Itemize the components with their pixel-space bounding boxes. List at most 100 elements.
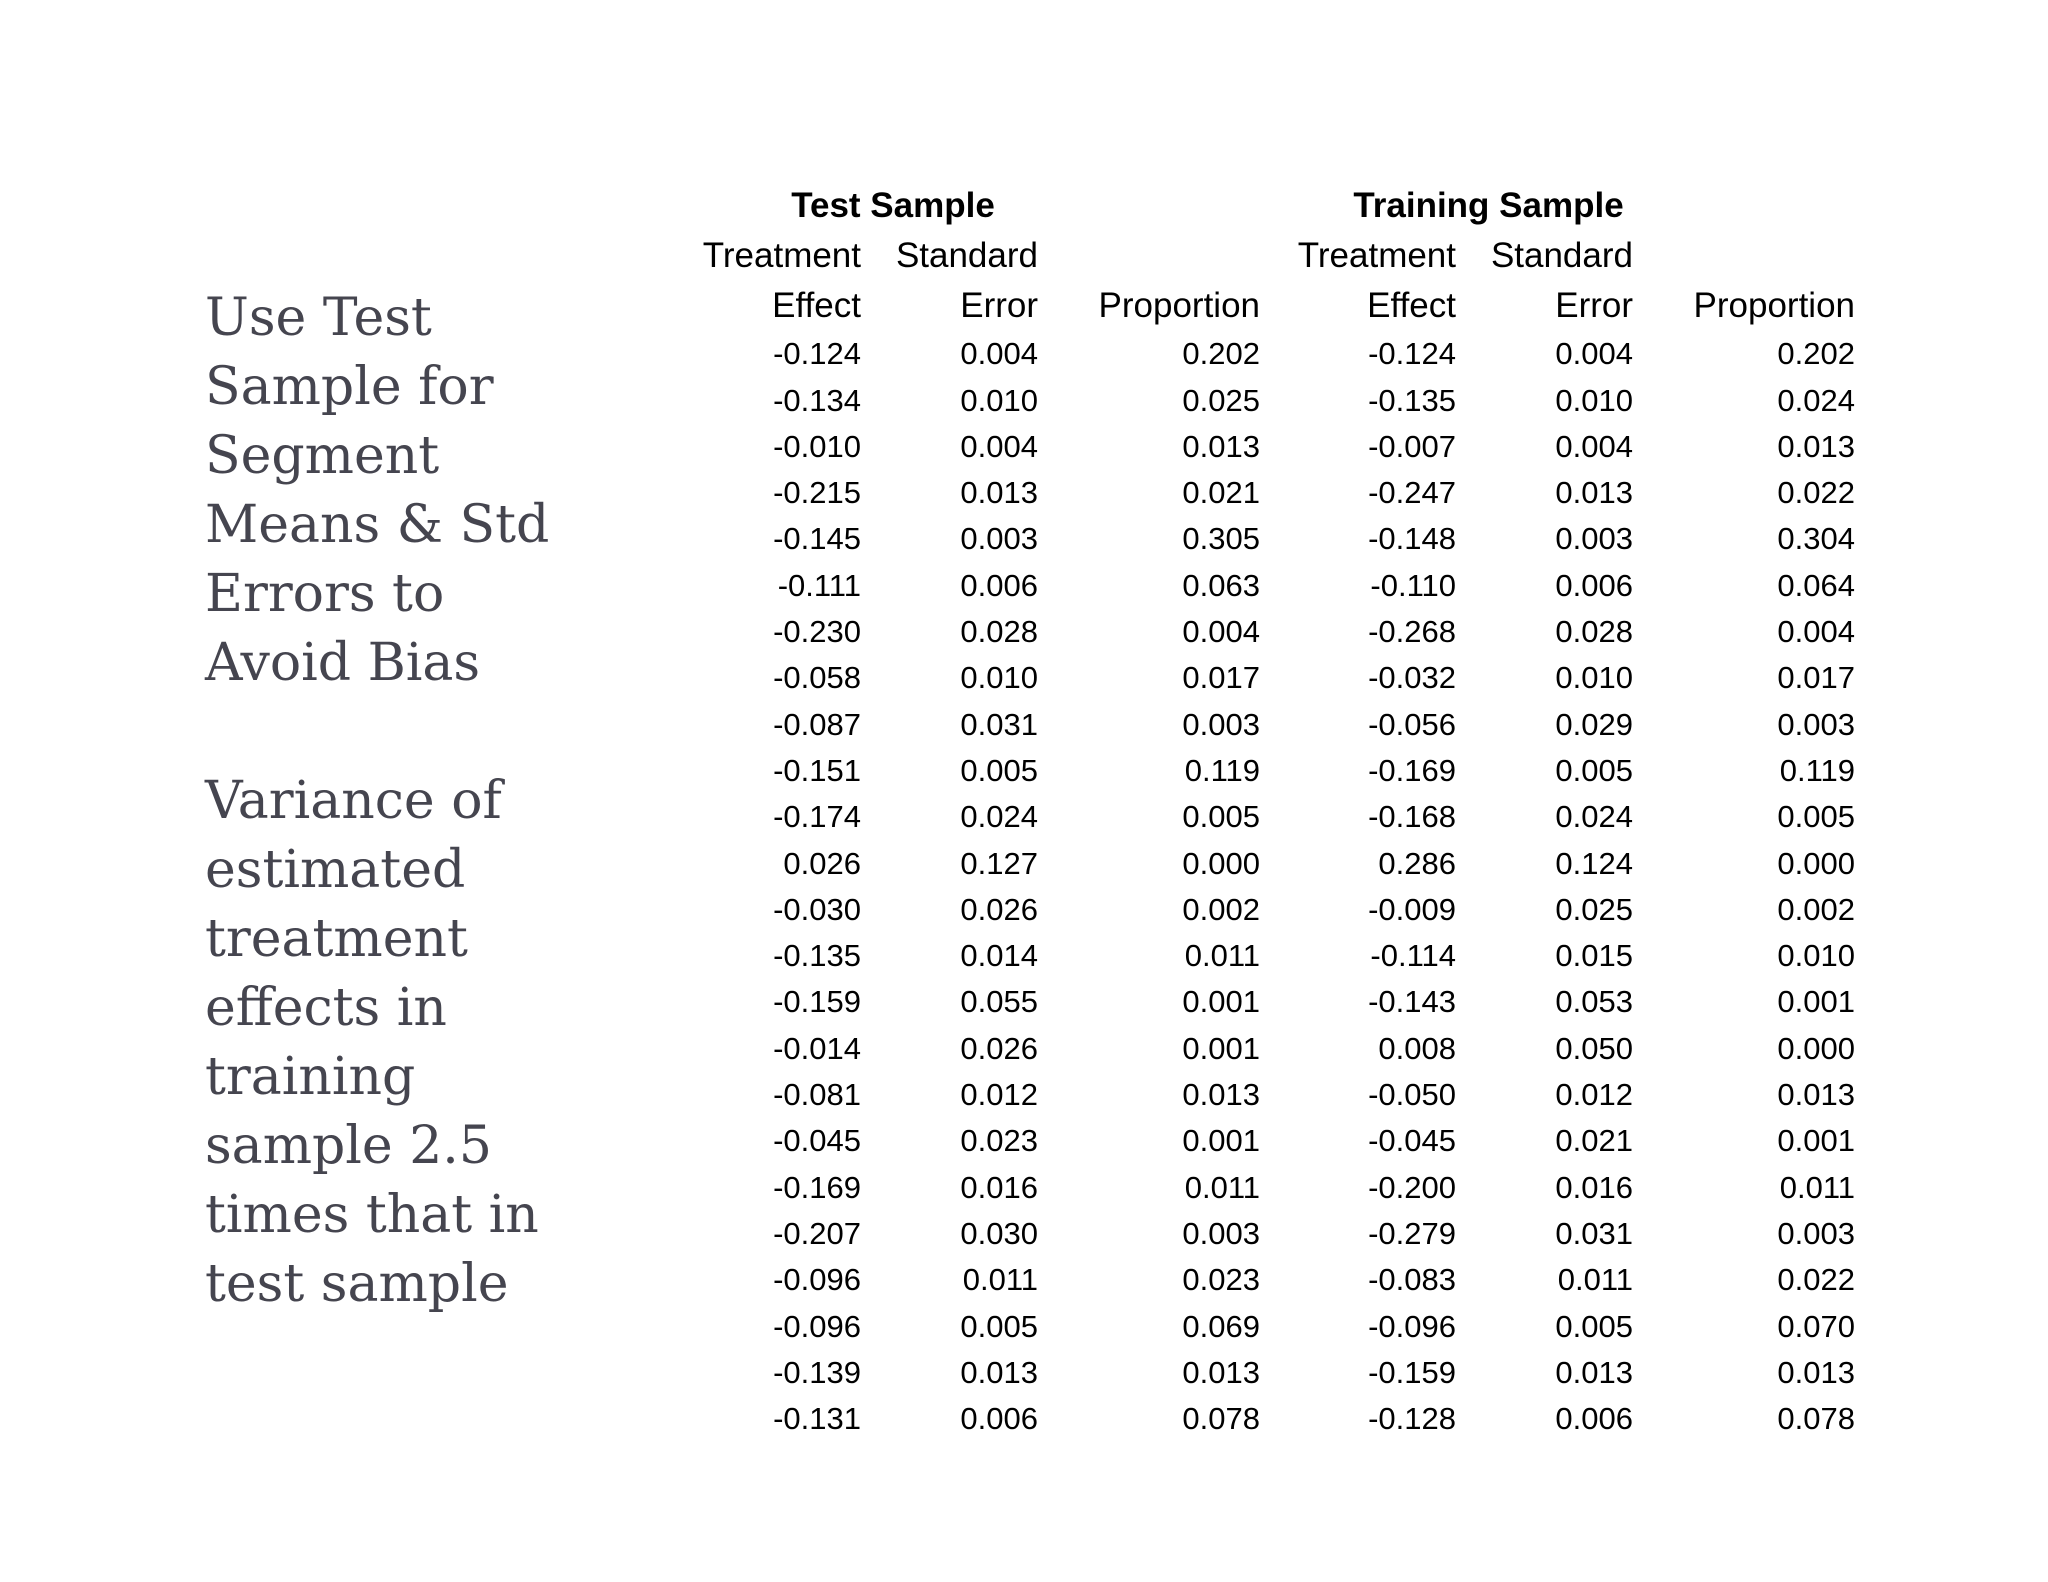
column-header-row-2: Effect Error Proportion Effect Error Pro… xyxy=(670,276,1861,326)
table-cell: 0.005 xyxy=(1182,799,1260,835)
training-sample-heading: Training Sample xyxy=(1353,186,1624,225)
table-cell: 0.003 xyxy=(1777,1215,1855,1251)
table-body: -0.124 0.004 0.202 -0.124 0.004 0.202 -0.134 0.… xyxy=(670,326,1861,1437)
table-row: -0.174 0.024 0.005 -0.168 0.024 0.005 xyxy=(670,789,1861,835)
table-cell: -0.045 xyxy=(773,1123,861,1159)
column-header xyxy=(1044,226,1266,276)
column-header: Proportion xyxy=(1693,286,1855,325)
results-table: Test Sample Training Sample Treatment St… xyxy=(670,172,1861,1437)
table-cell: 0.003 xyxy=(960,521,1038,557)
table-cell: 0.286 xyxy=(1378,845,1456,881)
table-cell: -0.014 xyxy=(773,1030,861,1066)
table-cell: 0.127 xyxy=(960,845,1038,881)
table-cell: 0.010 xyxy=(960,382,1038,418)
table-row: -0.081 0.012 0.013 -0.050 0.012 0.013 xyxy=(670,1067,1861,1113)
table-cell: 0.022 xyxy=(1777,475,1855,511)
table-cell: 0.012 xyxy=(960,1077,1038,1113)
column-header: Effect xyxy=(772,286,861,325)
table-row: -0.151 0.005 0.119 -0.169 0.005 0.119 xyxy=(670,743,1861,789)
table-cell: 0.013 xyxy=(1777,428,1855,464)
table-cell: -0.200 xyxy=(1368,1169,1456,1205)
table-cell: 0.070 xyxy=(1777,1308,1855,1344)
table-cell: 0.013 xyxy=(1555,1354,1633,1390)
table-cell: -0.134 xyxy=(773,382,861,418)
table-row: -0.215 0.013 0.021 -0.247 0.013 0.022 xyxy=(670,465,1861,511)
table-cell: 0.026 xyxy=(960,891,1038,927)
table-cell: -0.058 xyxy=(773,660,861,696)
table-row: -0.207 0.030 0.003 -0.279 0.031 0.003 xyxy=(670,1206,1861,1252)
table-cell: 0.006 xyxy=(960,567,1038,603)
table-row: -0.169 0.016 0.011 -0.200 0.016 0.011 xyxy=(670,1159,1861,1205)
table-row: -0.139 0.013 0.013 -0.159 0.013 0.013 xyxy=(670,1345,1861,1391)
table-cell: 0.005 xyxy=(1777,799,1855,835)
column-header: Proportion xyxy=(1098,286,1260,325)
column-header xyxy=(1639,226,1861,276)
table-row: 0.026 0.127 0.000 0.286 0.124 0.000 xyxy=(670,835,1861,881)
table-cell: 0.078 xyxy=(1182,1401,1260,1437)
table-cell: -0.081 xyxy=(773,1077,861,1113)
table-cell: 0.003 xyxy=(1777,706,1855,742)
table-cell: 0.024 xyxy=(1777,382,1855,418)
table-cell: -0.207 xyxy=(773,1215,861,1251)
table-cell: -0.168 xyxy=(1368,799,1456,835)
table-cell: 0.004 xyxy=(1555,336,1633,372)
table-cell: -0.045 xyxy=(1368,1123,1456,1159)
column-header: Treatment xyxy=(1297,236,1456,275)
table-row: -0.096 0.011 0.023 -0.083 0.011 0.022 xyxy=(670,1252,1861,1298)
table-row: -0.045 0.023 0.001 -0.045 0.021 0.001 xyxy=(670,1113,1861,1159)
table-cell: -0.030 xyxy=(773,891,861,927)
table-cell: -0.279 xyxy=(1368,1215,1456,1251)
table-cell: -0.247 xyxy=(1368,475,1456,511)
table-cell: -0.230 xyxy=(773,614,861,650)
table-row: -0.058 0.010 0.017 -0.032 0.010 0.017 xyxy=(670,650,1861,696)
table-cell: -0.010 xyxy=(773,428,861,464)
table-cell: 0.010 xyxy=(1555,382,1633,418)
table-cell: 0.026 xyxy=(783,845,861,881)
table-cell: 0.004 xyxy=(1777,614,1855,650)
table-row: -0.010 0.004 0.013 -0.007 0.004 0.013 xyxy=(670,419,1861,465)
table-row: -0.135 0.014 0.011 -0.114 0.015 0.010 xyxy=(670,928,1861,974)
table-cell: -0.131 xyxy=(773,1401,861,1437)
table-cell: 0.202 xyxy=(1182,336,1260,372)
table-cell: 0.012 xyxy=(1555,1077,1633,1113)
table-row: -0.230 0.028 0.004 -0.268 0.028 0.004 xyxy=(670,604,1861,650)
table-cell: -0.096 xyxy=(773,1308,861,1344)
table-cell: 0.001 xyxy=(1777,1123,1855,1159)
table-cell: -0.143 xyxy=(1368,984,1456,1020)
variance-note: Variance of estimated treatment effects … xyxy=(205,771,539,1314)
table-cell: 0.029 xyxy=(1555,706,1633,742)
table-cell: 0.202 xyxy=(1777,336,1855,372)
table-cell: 0.006 xyxy=(1555,1401,1633,1437)
table-cell: -0.056 xyxy=(1368,706,1456,742)
table-cell: 0.023 xyxy=(960,1123,1038,1159)
table-cell: 0.003 xyxy=(1182,706,1260,742)
table-cell: -0.139 xyxy=(773,1354,861,1390)
table-cell: 0.011 xyxy=(962,1262,1038,1298)
table-cell: 0.013 xyxy=(1182,428,1260,464)
table-cell: 0.016 xyxy=(960,1169,1038,1205)
table-cell: -0.083 xyxy=(1368,1262,1456,1298)
table-row: -0.134 0.010 0.025 -0.135 0.010 0.024 xyxy=(670,372,1861,418)
table-cell: 0.028 xyxy=(1555,614,1633,650)
table-cell: 0.031 xyxy=(1555,1215,1633,1251)
table-cell: 0.000 xyxy=(1182,845,1260,881)
table-cell: -0.169 xyxy=(773,1169,861,1205)
table-cell: 0.304 xyxy=(1777,521,1855,557)
table-cell: -0.087 xyxy=(773,706,861,742)
table-cell: 0.024 xyxy=(1555,799,1633,835)
table-cell: -0.009 xyxy=(1368,891,1456,927)
table-cell: -0.111 xyxy=(777,567,861,603)
table-cell: 0.013 xyxy=(1777,1077,1855,1113)
table-cell: 0.014 xyxy=(960,938,1038,974)
results-table-container: Test Sample Training Sample Treatment St… xyxy=(670,172,1861,1437)
table-cell: 0.000 xyxy=(1777,1030,1855,1066)
table-cell: -0.145 xyxy=(773,521,861,557)
table-cell: 0.001 xyxy=(1777,984,1855,1020)
table-cell: 0.005 xyxy=(1555,752,1633,788)
table-row: -0.124 0.004 0.202 -0.124 0.004 0.202 xyxy=(670,326,1861,372)
table-cell: 0.124 xyxy=(1555,845,1633,881)
table-cell: 0.025 xyxy=(1182,382,1260,418)
bias-note: Use Test Sample for Segment Means & Std … xyxy=(205,288,550,693)
table-cell: 0.013 xyxy=(960,475,1038,511)
table-row: -0.014 0.026 0.001 0.008 0.050 0.000 xyxy=(670,1020,1861,1066)
